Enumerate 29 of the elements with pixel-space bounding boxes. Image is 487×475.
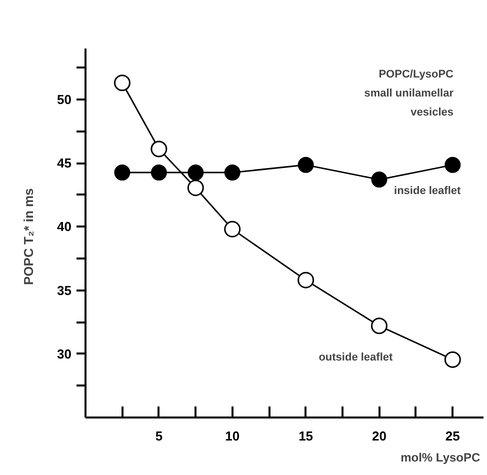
point: [298, 156, 314, 173]
annotation: POPC/LysoPC small unilamellar vesicles: [364, 68, 454, 118]
y-tick-label: 40: [57, 219, 72, 234]
x-axis-title: mol% LysoPC: [400, 450, 480, 464]
point: [370, 318, 388, 334]
point: [444, 351, 461, 368]
series-label: inside leaflet: [394, 184, 461, 197]
point: [150, 164, 167, 181]
point: [371, 172, 388, 188]
point: [224, 164, 240, 181]
point: [224, 220, 241, 238]
y-tick-label: 50: [57, 92, 72, 107]
point: [298, 272, 314, 288]
point: [444, 156, 461, 173]
point: [114, 74, 130, 92]
y-tick-label: 45: [57, 156, 72, 171]
x-tick-label: 10: [225, 428, 240, 444]
x-tick-label: 15: [298, 428, 314, 444]
point: [188, 164, 204, 181]
series-label: outside leaflet: [318, 352, 393, 364]
y-tick-label: 30: [57, 346, 72, 362]
x-tick-label: 20: [372, 428, 386, 444]
point: [150, 140, 168, 158]
point: [114, 164, 130, 181]
point: [187, 180, 204, 196]
y-axis-title: POPC T₂* in ms: [21, 188, 36, 286]
x-tick-label: 5: [155, 428, 163, 444]
x-tick-label: 25: [445, 428, 460, 444]
y-tick-label: 35: [57, 282, 72, 298]
